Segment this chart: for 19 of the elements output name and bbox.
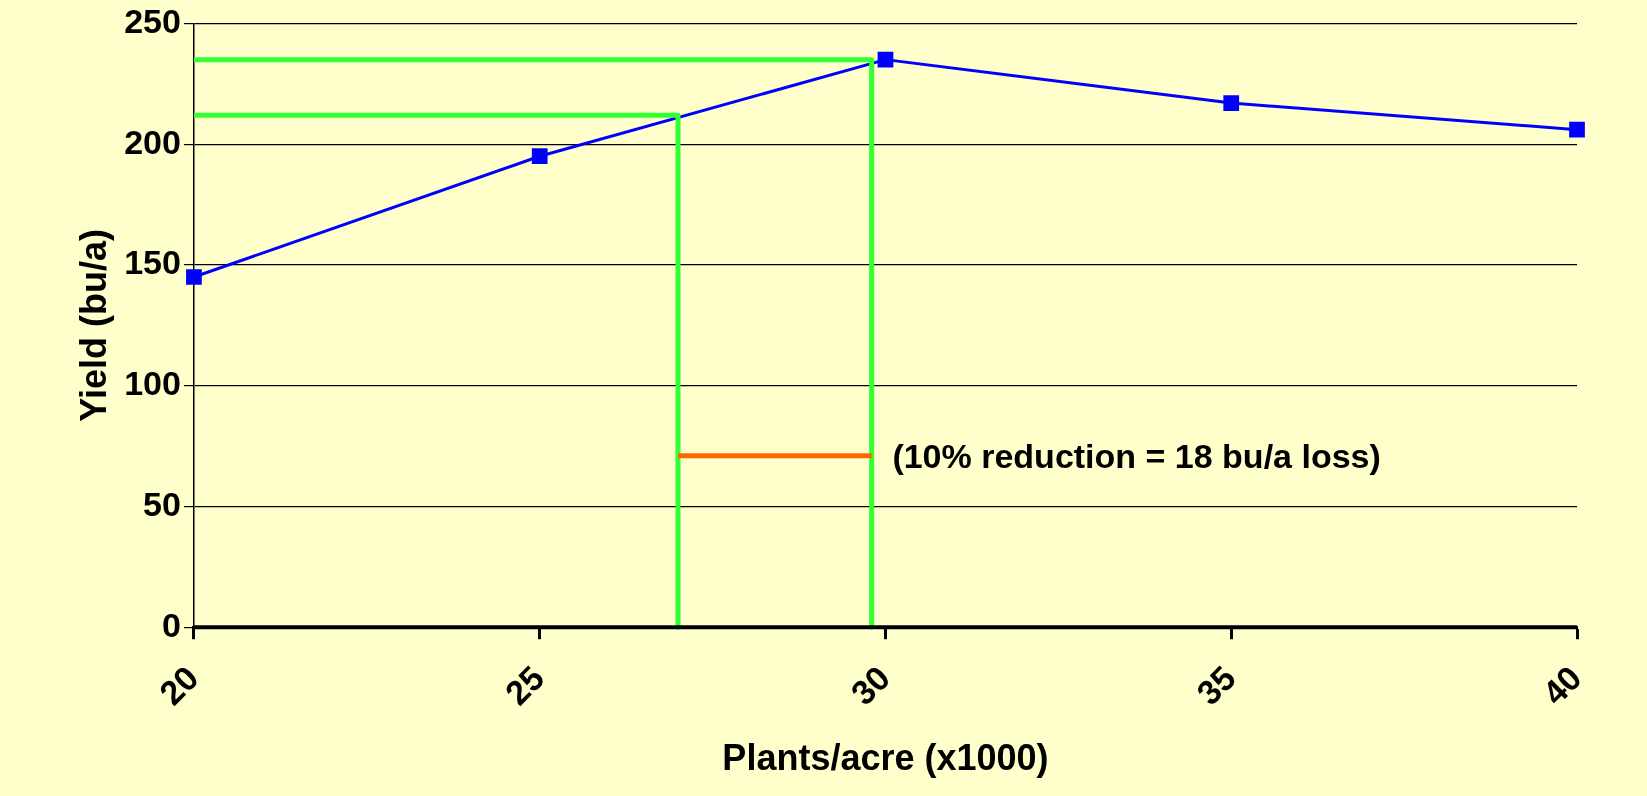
x-tick-label: 25 <box>497 658 552 712</box>
point <box>1569 121 1585 138</box>
y-tick-label: 150 <box>124 243 181 282</box>
x-tick-label: 40 <box>1534 658 1589 712</box>
point <box>877 51 894 68</box>
x-tick-label: 35 <box>1189 658 1243 712</box>
x-tick-label: 20 <box>151 658 206 712</box>
point <box>186 269 202 285</box>
x-tick-label: 30 <box>843 658 898 712</box>
annotation: (10% reduction = 18 bu/a loss) <box>892 436 1381 475</box>
point <box>1223 95 1240 111</box>
y-axis-title: Yield (bu/a) <box>72 228 114 422</box>
y-tick-label: 100 <box>124 364 181 403</box>
point <box>531 148 548 165</box>
y-tick-label: 200 <box>124 122 181 161</box>
y-tick-label: 0 <box>162 605 181 644</box>
y-tick-label: 250 <box>124 1 181 40</box>
x-axis-title: Plants/acre (x1000) <box>722 737 1049 779</box>
y-tick-label: 50 <box>143 484 181 523</box>
